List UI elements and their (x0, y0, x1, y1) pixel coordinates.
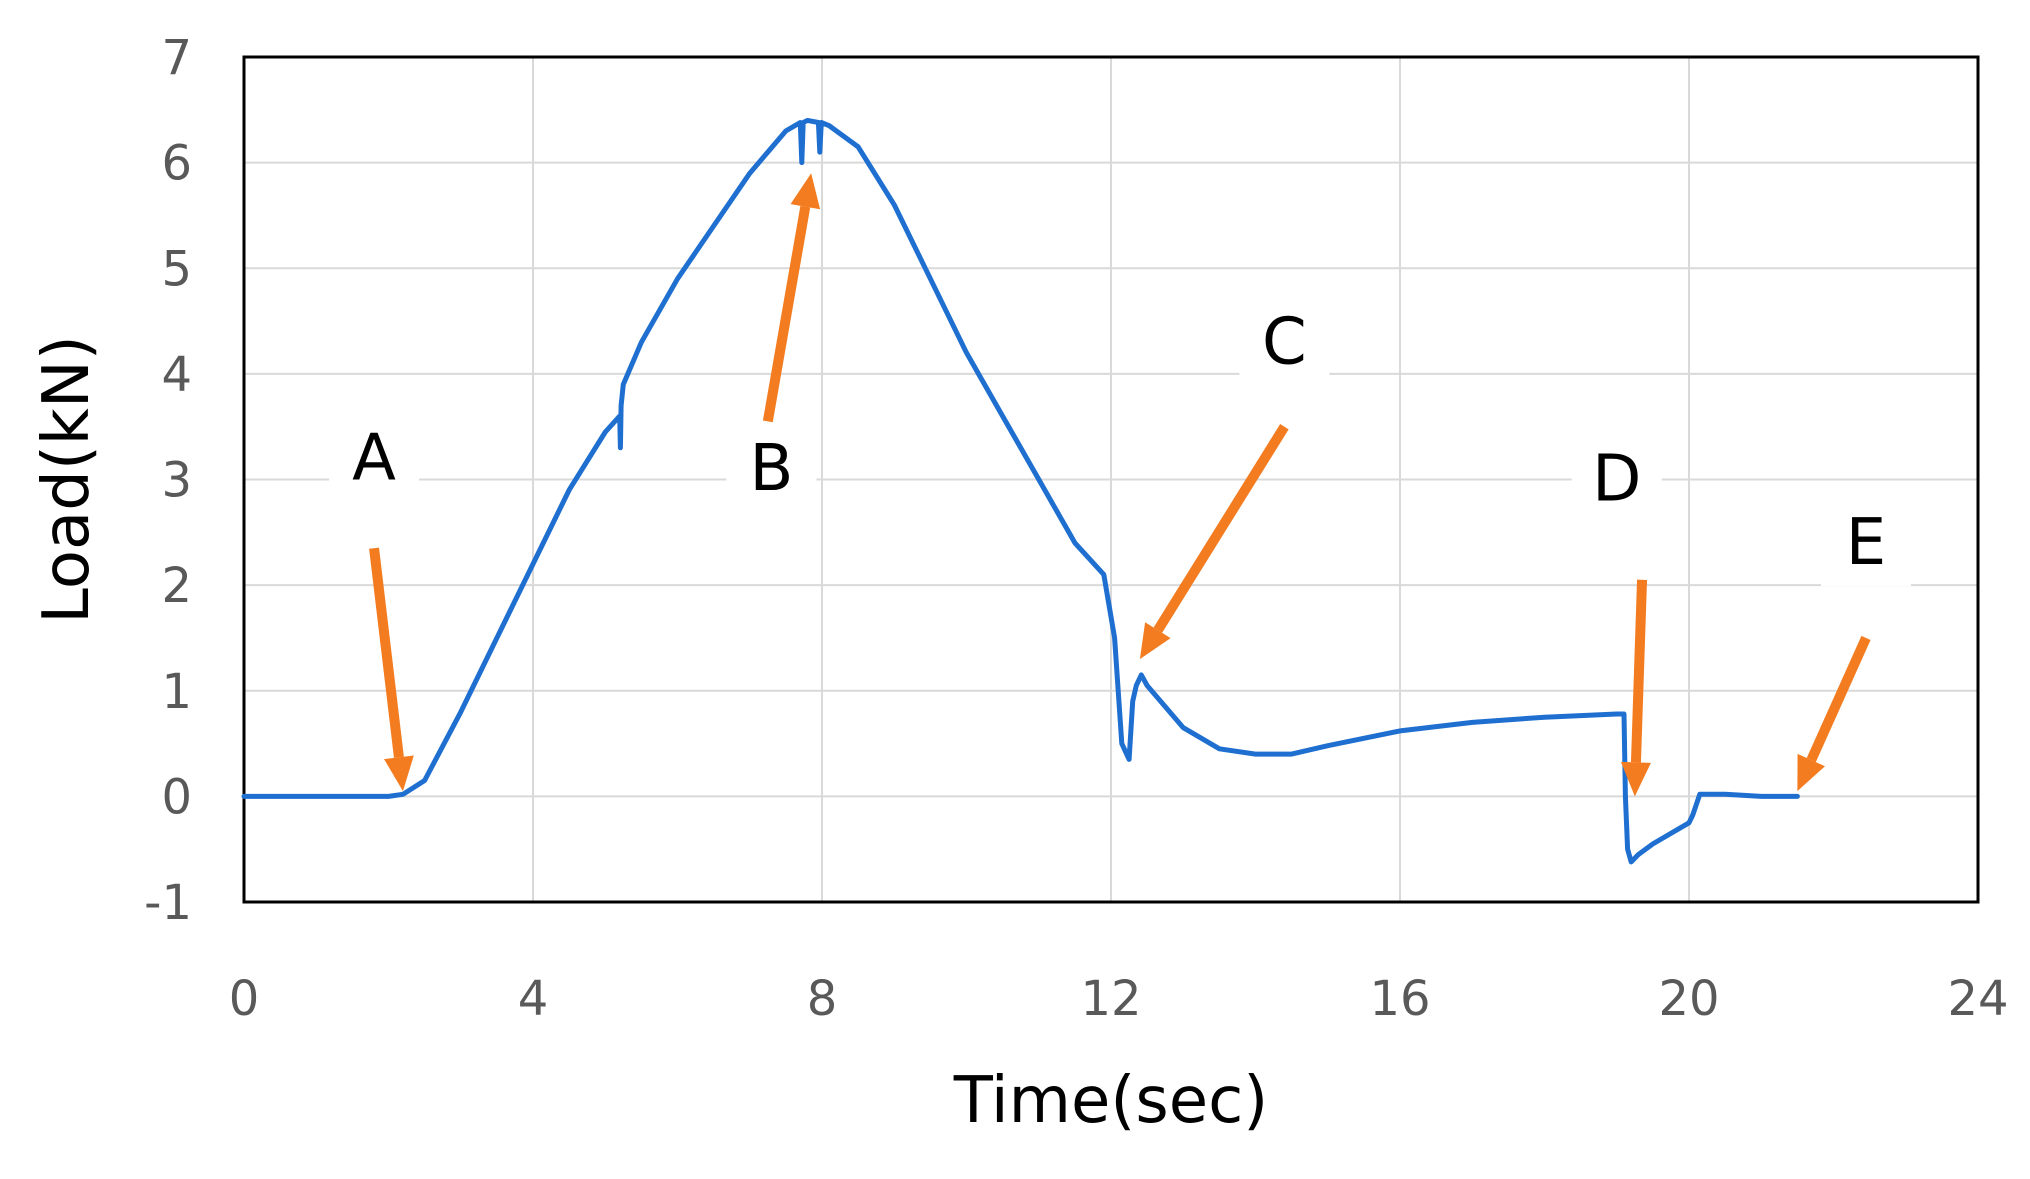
y-tick-label: 3 (161, 453, 192, 509)
x-tick-label: 12 (1080, 971, 1141, 1027)
annotation-arrow-head (1139, 622, 1171, 660)
x-tick-label: 24 (1947, 971, 2008, 1027)
annotation-arrow-shaft (1630, 579, 1648, 763)
annotation-label-bg (1239, 305, 1330, 386)
y-axis-title: Load(kN) (30, 335, 104, 623)
y-tick-label: 6 (161, 136, 192, 192)
annotation-arrow-head (1620, 761, 1651, 797)
annotation-arrow-shaft (1153, 424, 1289, 633)
annotation-label: B (749, 432, 793, 506)
annotation-b: B (726, 173, 821, 513)
annotation-arrow-head (384, 755, 414, 792)
annotation-label-bg (329, 421, 420, 502)
annotation-c: C (1139, 305, 1330, 660)
annotation-label-bg (1571, 442, 1662, 523)
annotation-label: E (1846, 506, 1886, 580)
y-tick-label: 4 (161, 347, 192, 403)
annotations: A B C D E (329, 173, 1912, 797)
grid-lines (243, 56, 1979, 903)
x-tick-label: 16 (1369, 971, 1430, 1027)
annotation-label: D (1592, 443, 1641, 517)
annotation-arrow-shaft (369, 547, 404, 758)
annotation-label-bg (726, 432, 817, 513)
x-tick-label: 0 (229, 971, 260, 1027)
annotation-label: C (1262, 305, 1307, 379)
x-tick-label: 4 (518, 971, 549, 1027)
y-tick-labels: -1 0 1 2 3 4 5 6 7 (144, 30, 192, 931)
x-axis-title: Time(sec) (953, 1064, 1268, 1138)
y-tick-label: 5 (161, 241, 192, 297)
y-tick-label: -1 (144, 875, 192, 931)
annotation-a: A (329, 421, 420, 792)
x-tick-labels: 0 4 8 12 16 20 24 (229, 971, 2009, 1027)
annotation-label: A (352, 422, 396, 496)
annotation-arrow-shaft (1806, 635, 1871, 763)
annotation-d: D (1571, 442, 1662, 797)
y-tick-label: 0 (161, 769, 192, 825)
annotation-arrow-head (790, 173, 821, 210)
annotation-arrow-head (1797, 753, 1825, 792)
annotation-label-bg (1821, 506, 1912, 586)
plot-frame (242, 55, 1980, 904)
y-tick-label: 2 (161, 558, 192, 614)
x-tick-label: 8 (807, 971, 838, 1027)
annotation-arrow-shaft (762, 205, 811, 423)
y-tick-label: 7 (161, 30, 192, 86)
y-tick-label: 1 (161, 664, 192, 720)
annotation-e: E (1797, 506, 1912, 792)
x-tick-label: 20 (1658, 971, 1719, 1027)
load-series-line (241, 117, 1800, 865)
